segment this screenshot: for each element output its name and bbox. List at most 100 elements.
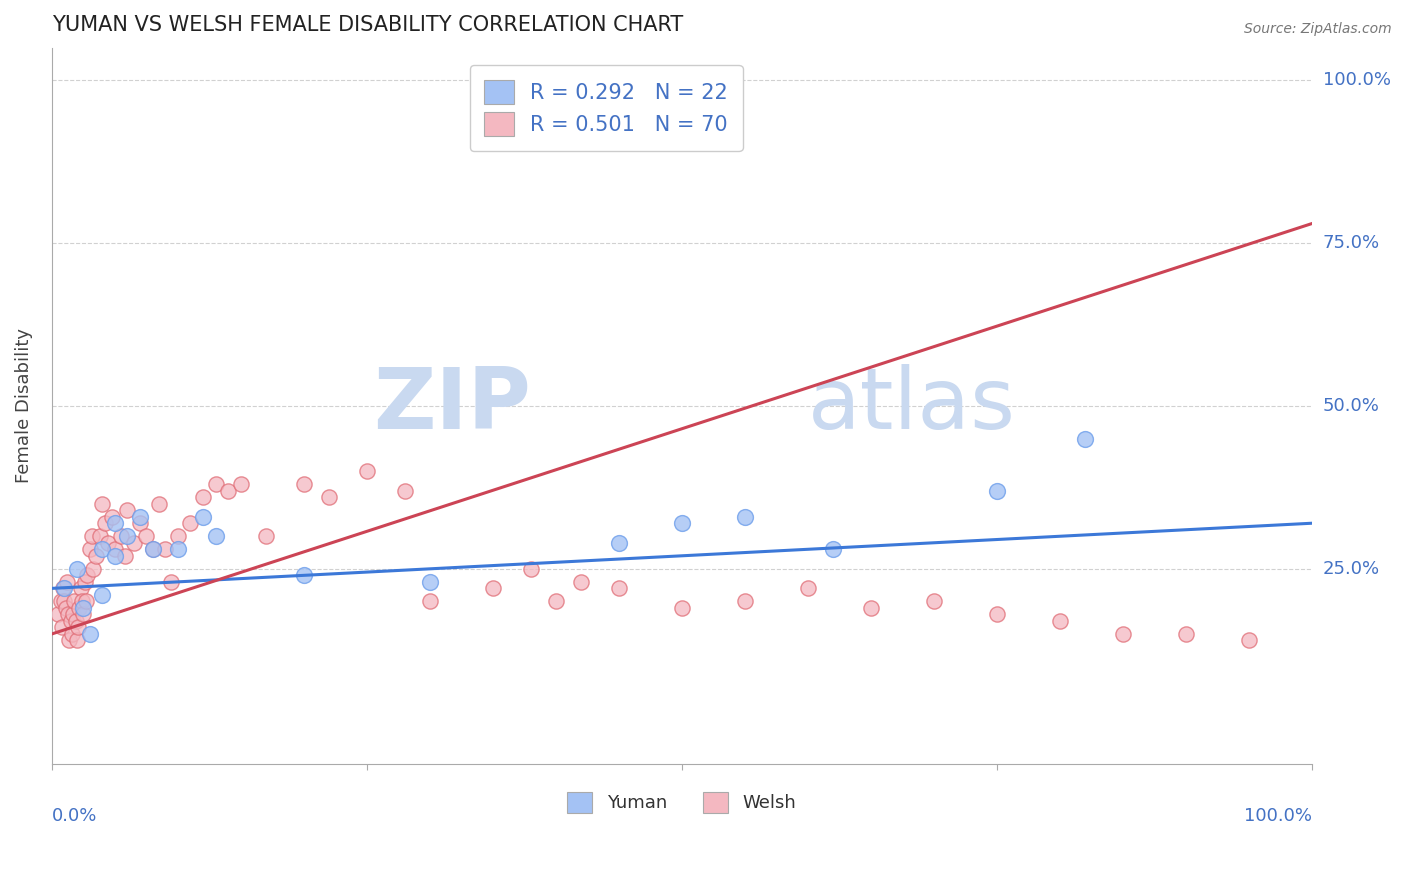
Point	[69, 601, 91, 615]
Point	[153, 542, 176, 557]
Point	[49, 594, 72, 608]
Point	[191, 509, 214, 524]
Point	[59, 614, 82, 628]
Point	[60, 627, 83, 641]
Point	[72, 601, 94, 615]
Point	[1174, 627, 1197, 641]
Text: 50.0%: 50.0%	[1323, 397, 1379, 415]
Point	[104, 542, 127, 557]
Point	[148, 497, 170, 511]
Point	[67, 620, 90, 634]
Point	[356, 464, 378, 478]
Point	[53, 582, 76, 596]
Point	[56, 574, 79, 589]
Point	[671, 516, 693, 531]
Point	[544, 594, 567, 608]
Point	[65, 614, 87, 628]
Point	[75, 594, 97, 608]
Point	[166, 529, 188, 543]
Point	[1049, 614, 1071, 628]
Point	[66, 633, 89, 648]
Point	[91, 497, 114, 511]
Point	[607, 582, 630, 596]
Point	[292, 477, 315, 491]
Text: ZIP: ZIP	[373, 365, 530, 448]
Text: 100.0%: 100.0%	[1244, 807, 1312, 825]
Point	[135, 529, 157, 543]
Point	[114, 549, 136, 563]
Point	[1112, 627, 1135, 641]
Point	[254, 529, 277, 543]
Point	[821, 542, 844, 557]
Point	[191, 490, 214, 504]
Point	[1237, 633, 1260, 648]
Point	[734, 594, 756, 608]
Point	[569, 574, 592, 589]
Point	[70, 594, 93, 608]
Point	[129, 516, 152, 531]
Point	[55, 601, 77, 615]
Point	[69, 582, 91, 596]
Point	[519, 562, 541, 576]
Point	[117, 503, 139, 517]
Point	[318, 490, 340, 504]
Text: 75.0%: 75.0%	[1323, 234, 1381, 252]
Point	[986, 483, 1008, 498]
Point	[97, 535, 120, 549]
Point	[229, 477, 252, 491]
Point	[419, 594, 441, 608]
Point	[110, 529, 132, 543]
Point	[63, 594, 86, 608]
Text: Source: ZipAtlas.com: Source: ZipAtlas.com	[1244, 22, 1392, 37]
Text: YUMAN VS WELSH FEMALE DISABILITY CORRELATION CHART: YUMAN VS WELSH FEMALE DISABILITY CORRELA…	[52, 15, 683, 35]
Point	[91, 542, 114, 557]
Point	[66, 562, 89, 576]
Point	[84, 549, 107, 563]
Point	[204, 477, 226, 491]
Point	[481, 582, 503, 596]
Point	[89, 529, 111, 543]
Point	[419, 574, 441, 589]
Point	[292, 568, 315, 582]
Point	[142, 542, 165, 557]
Point	[51, 620, 73, 634]
Point	[52, 582, 75, 596]
Point	[79, 542, 101, 557]
Point	[204, 529, 226, 543]
Point	[76, 568, 98, 582]
Legend: Yuman, Welsh: Yuman, Welsh	[560, 784, 804, 820]
Point	[104, 549, 127, 563]
Text: 0.0%: 0.0%	[52, 807, 97, 825]
Text: 100.0%: 100.0%	[1323, 71, 1391, 89]
Point	[160, 574, 183, 589]
Point	[859, 601, 882, 615]
Point	[101, 509, 124, 524]
Point	[58, 633, 80, 648]
Point	[72, 607, 94, 622]
Point	[1074, 432, 1097, 446]
Point	[53, 594, 76, 608]
Point	[122, 535, 145, 549]
Point	[117, 529, 139, 543]
Text: atlas: atlas	[808, 365, 1015, 448]
Point	[922, 594, 945, 608]
Point	[607, 535, 630, 549]
Point	[91, 588, 114, 602]
Point	[79, 627, 101, 641]
Point	[142, 542, 165, 557]
Point	[82, 562, 104, 576]
Point	[93, 516, 115, 531]
Point	[104, 516, 127, 531]
Point	[73, 574, 96, 589]
Point	[217, 483, 239, 498]
Y-axis label: Female Disability: Female Disability	[15, 328, 32, 483]
Point	[734, 509, 756, 524]
Point	[166, 542, 188, 557]
Point	[46, 607, 69, 622]
Point	[671, 601, 693, 615]
Text: 25.0%: 25.0%	[1323, 560, 1381, 578]
Point	[179, 516, 201, 531]
Point	[129, 509, 152, 524]
Point	[986, 607, 1008, 622]
Point	[394, 483, 416, 498]
